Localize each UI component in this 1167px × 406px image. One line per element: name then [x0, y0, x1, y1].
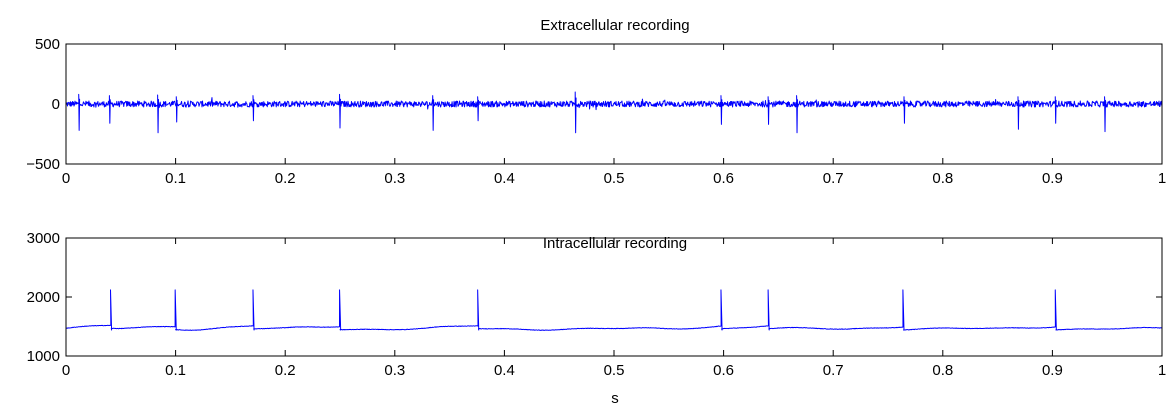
extracellular-panel: Extracellular recording 0 0.1 0.2 0.3 0.4 0.5… — [26, 17, 1166, 187]
extracellular-series-line — [65, 91, 1163, 134]
intracellular-title: Intracellular recording — [543, 235, 687, 252]
intracellular-xtick-label: 0.8 — [932, 362, 953, 379]
intracellular-ytick-label: 1000 — [27, 348, 60, 365]
intracellular-xtick-label: 0.5 — [604, 362, 625, 379]
extracellular-title: Extracellular recording — [540, 17, 689, 34]
extracellular-xtick-label: 0.6 — [713, 170, 734, 187]
intracellular-xtick-label: 0.3 — [384, 362, 405, 379]
extracellular-xtick-label: 0 — [62, 170, 70, 187]
extracellular-ytick-label: −500 — [26, 156, 60, 173]
intracellular-xtick-label: 0.4 — [494, 362, 515, 379]
intracellular-ytick-label: 3000 — [27, 230, 60, 247]
extracellular-xtick-label: 0.4 — [494, 170, 515, 187]
extracellular-xtick-label: 0.7 — [823, 170, 844, 187]
intracellular-xtick-label: 1 — [1158, 362, 1166, 379]
intracellular-ytick-label: 2000 — [27, 289, 60, 306]
extracellular-xtick-label: 0.3 — [384, 170, 405, 187]
extracellular-ytick-label: 500 — [35, 36, 60, 53]
extracellular-xtick-label: 1 — [1158, 170, 1166, 187]
extracellular-ytick-label: 0 — [52, 96, 60, 113]
extracellular-axes — [65, 43, 1163, 165]
extracellular-xtick-label: 0.1 — [165, 170, 186, 187]
intracellular-xlabel: s — [611, 390, 619, 406]
intracellular-xtick-label: 0.9 — [1042, 362, 1063, 379]
extracellular-xtick-label: 0.8 — [932, 170, 953, 187]
intracellular-series-line — [65, 289, 1163, 331]
extracellular-xtick-label: 0.5 — [604, 170, 625, 187]
intracellular-ticks: 0 0.1 0.2 0.3 0.4 0.5 0.6 0.7 0.8 0.9 1 1000 2000 300… — [27, 230, 1167, 379]
extracellular-trace — [65, 91, 1163, 134]
intracellular-xtick-label: 0.6 — [713, 362, 734, 379]
intracellular-panel: Intracellular recording 0 0.1 0.2 0.3 0.4 0.5… — [27, 230, 1167, 406]
intracellular-xtick-label: 0.2 — [275, 362, 296, 379]
intracellular-axes — [65, 237, 1163, 357]
intracellular-trace — [65, 289, 1163, 331]
intracellular-xtick-label: 0.7 — [823, 362, 844, 379]
intracellular-xtick-label: 0 — [62, 362, 70, 379]
extracellular-xtick-label: 0.9 — [1042, 170, 1063, 187]
intracellular-xtick-label: 0.1 — [165, 362, 186, 379]
extracellular-xtick-label: 0.2 — [275, 170, 296, 187]
